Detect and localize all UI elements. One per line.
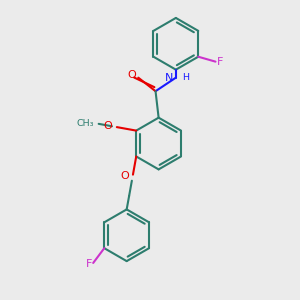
Text: CH₃: CH₃	[77, 119, 94, 128]
Text: O: O	[120, 171, 129, 181]
Text: H: H	[182, 73, 189, 82]
Text: O: O	[104, 122, 112, 131]
Text: F: F	[86, 259, 92, 269]
Text: O: O	[128, 70, 136, 80]
Text: F: F	[217, 57, 224, 67]
Text: N: N	[165, 73, 173, 83]
